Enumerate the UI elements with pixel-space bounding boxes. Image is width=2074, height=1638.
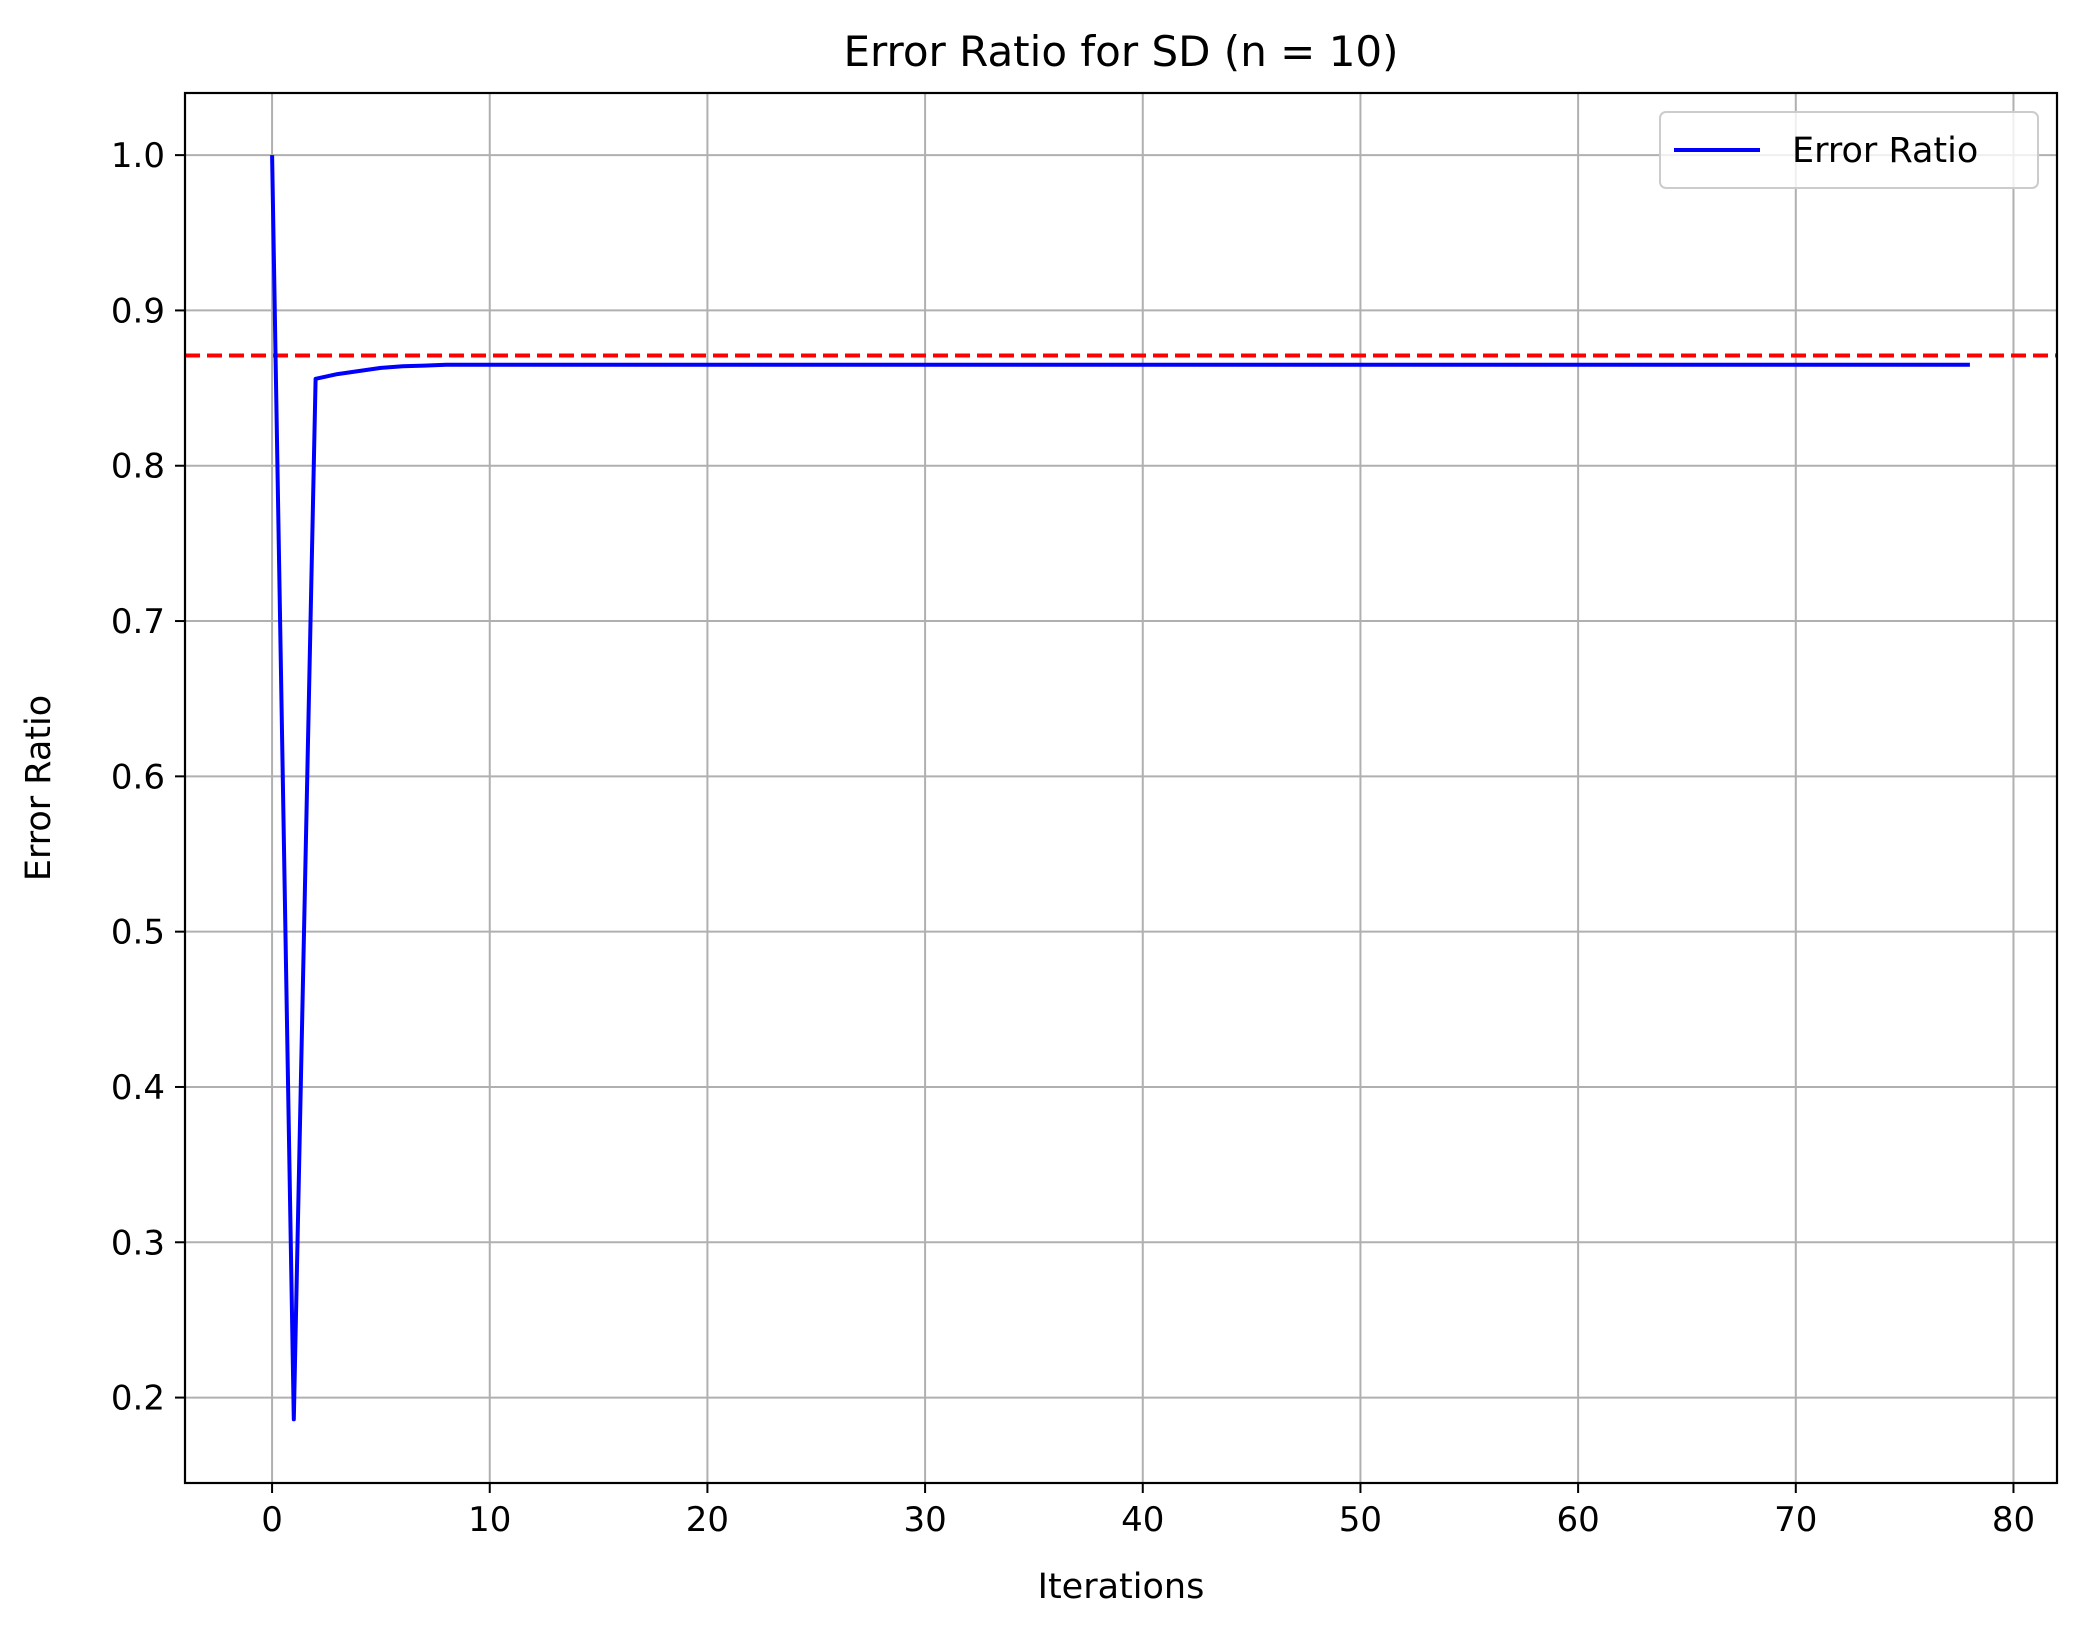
series-line	[270, 155, 1970, 1422]
x-tick-label: 40	[1121, 1500, 1164, 1540]
x-tick-label: 10	[468, 1500, 511, 1540]
y-tick-label: 0.7	[111, 602, 165, 642]
y-tick-label: 0.3	[111, 1223, 165, 1263]
y-tick-label: 1.0	[111, 136, 165, 176]
y-axis-label: Error Ratio	[19, 695, 59, 881]
x-tick-label: 80	[1992, 1500, 2035, 1540]
y-tick-label: 0.6	[111, 757, 165, 797]
x-tick-label: 20	[686, 1500, 729, 1540]
legend: Error Ratio	[1659, 111, 2039, 189]
x-tick-label: 0	[261, 1500, 283, 1540]
legend-entry-label: Error Ratio	[1792, 131, 1978, 171]
x-tick-label: 70	[1774, 1500, 1817, 1540]
y-tick-label: 0.8	[111, 447, 165, 487]
x-tick-label: 30	[903, 1500, 946, 1540]
grid	[185, 93, 2057, 1483]
legend-box	[1659, 111, 2039, 189]
x-tick-label: 50	[1339, 1500, 1382, 1540]
x-tick-label: 60	[1556, 1500, 1599, 1540]
y-tick-label: 0.2	[111, 1379, 165, 1419]
plot-area-frame	[183, 91, 2059, 1485]
chart-title: Error Ratio for SD (n = 10)	[843, 27, 1398, 76]
y-tick-label: 0.9	[111, 291, 165, 331]
ticks: 0 10 20 30 40 50 60 70 80 0.2 0.3 0.4 0.5 0.6 0.7 0.8 0.…	[111, 136, 2035, 1540]
y-tick-label: 0.4	[111, 1068, 165, 1108]
series	[270, 155, 1970, 1422]
x-axis-label: Iterations	[1038, 1567, 1205, 1607]
y-tick-label: 0.5	[111, 913, 165, 953]
